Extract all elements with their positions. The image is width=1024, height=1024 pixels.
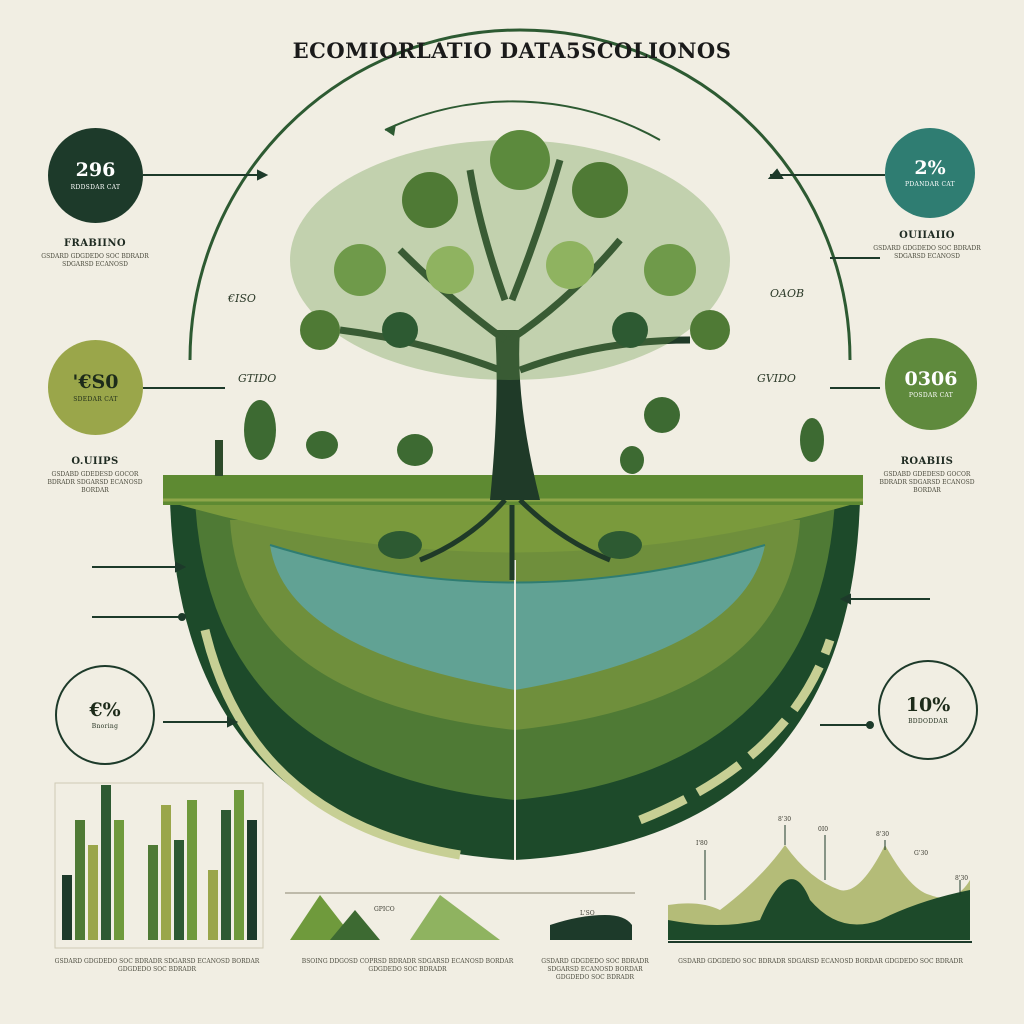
footnote-3: GSDARD GDGDEDO SOC BDRADR SDGARSD ECANOS… — [541, 958, 649, 981]
footnote-4: GSDARD GDGDEDO SOC BDRADR SDGARSD ECANOS… — [678, 958, 963, 965]
stat-caption: RDDSDAR CAT — [70, 183, 121, 191]
wave-chart-small — [550, 915, 632, 940]
bar-chart-left — [54, 782, 264, 949]
ground-plants — [215, 397, 824, 476]
stat-value: €% — [89, 698, 121, 721]
bar — [161, 805, 171, 940]
chart-label-h: 8'30 — [955, 875, 969, 882]
bar — [88, 845, 98, 940]
area-chart — [668, 825, 972, 943]
stat-circle-left-3: €% Bnoring — [55, 665, 155, 765]
water-layer — [270, 545, 765, 690]
footnote-2: BSOING DDGOSD COPRSD BDRADR SDGARSD ECAN… — [301, 958, 514, 973]
bar — [174, 840, 184, 940]
stat-circle-right-2: 0306 POSDAR CAT — [885, 338, 977, 430]
stat-circle-left-2: '€S0 SDEDAR CAT — [48, 340, 143, 435]
page-title: ECOMIORLATIO DATA5SCOLIONOS — [292, 38, 732, 63]
triangle-chart — [285, 892, 635, 940]
stat-value: 0306 — [904, 367, 958, 390]
stat-value: 10% — [905, 693, 951, 716]
chart-label-f: 8'30 — [876, 831, 890, 838]
right-arrows — [767, 168, 930, 729]
bar — [234, 790, 244, 940]
stat-caption: POSDAR CAT — [908, 392, 954, 400]
chart-label-e: 0I0 — [818, 826, 829, 833]
side-label-desc: GSDARD GDGDEDO SOC BDRADR SDGARSD ECANOS… — [873, 245, 981, 260]
footnote-1: GSDARD GDGDEDO SOC BDRADR SDGARSD ECANOS… — [54, 958, 260, 973]
left-arrows — [92, 169, 269, 728]
stat-caption: SDEDAR CAT — [73, 395, 118, 403]
lower-arc-right — [638, 638, 835, 825]
chart-label-a: GPICO — [374, 906, 395, 913]
side-label-right-2: ROABIIS GSDABD GDEDESD GOCOR BDRADR SDGA… — [872, 456, 982, 495]
float-label-right-top: OAOB — [770, 287, 805, 300]
bar — [247, 820, 257, 940]
side-label-title: FRABIINO — [63, 238, 127, 249]
bar — [101, 785, 111, 940]
side-label-right-1: OUIIAIIO GSDARD GDGDEDO SOC BDRADR SDGAR… — [872, 230, 982, 261]
stat-value: 296 — [75, 159, 116, 182]
bar — [114, 820, 124, 940]
bar — [208, 870, 218, 940]
side-label-desc: GSDABD GDEDESD GOCOR BDRADR SDGARSD ECAN… — [879, 471, 975, 494]
chart-label-b: L'SO — [580, 910, 595, 917]
stat-circle-right-3: 10% BDDODDAR — [878, 660, 978, 760]
side-label-desc: GSDABD GDEDESD GOCOR BDRADR SDGARSD ECAN… — [47, 471, 143, 494]
float-label-right-mid: GVIDO — [757, 372, 796, 385]
side-label-title: ROABIIS — [900, 456, 954, 467]
stat-value: '€S0 — [72, 371, 119, 394]
stat-caption: Bnoring — [91, 723, 119, 731]
stat-value: 2% — [914, 156, 946, 179]
side-label-left-2: O.UIIPS GSDABD GDEDESD GOCOR BDRADR SDGA… — [40, 456, 150, 495]
side-label-left-1: FRABIINO GSDARD GDGDEDO SOC BDRADR SDGAR… — [40, 238, 150, 269]
float-label-left-mid: GTIDO — [238, 372, 277, 385]
lower-arc-left — [200, 628, 461, 860]
stat-caption: BDDODDAR — [908, 718, 948, 726]
chart-label-g: G'30 — [914, 850, 929, 857]
stat-caption: PDANDAR CAT — [905, 181, 955, 189]
bar — [148, 845, 158, 940]
bar — [221, 810, 231, 940]
outer-arc — [188, 28, 852, 361]
tree-foliage — [290, 130, 730, 380]
tree-trunk — [490, 330, 540, 500]
side-label-title: O.UIIPS — [71, 456, 119, 467]
bar — [187, 800, 197, 940]
stat-circle-right-1: 2% PDANDAR CAT — [885, 128, 975, 218]
bar — [75, 820, 85, 940]
side-label-desc: GSDARD GDGDEDO SOC BDRADR SDGARSD ECANOS… — [41, 253, 149, 268]
inner-arc-arrow — [384, 100, 661, 141]
bar — [62, 875, 72, 940]
float-label-left-top: €ISO — [228, 292, 256, 305]
side-label-title: OUIIAIIO — [899, 230, 955, 241]
chart-label-c: 8'30 — [778, 816, 792, 823]
stat-circle-left-1: 296 RDDSDAR CAT — [48, 128, 143, 223]
chart-label-d: I'80 — [696, 840, 708, 847]
